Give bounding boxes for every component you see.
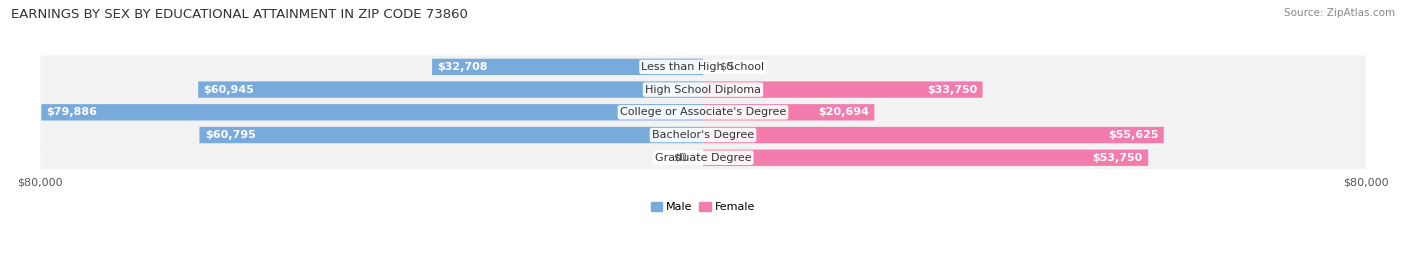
- FancyBboxPatch shape: [41, 78, 1365, 101]
- Text: Source: ZipAtlas.com: Source: ZipAtlas.com: [1284, 8, 1395, 18]
- FancyBboxPatch shape: [41, 146, 1365, 169]
- Text: Bachelor's Degree: Bachelor's Degree: [652, 130, 754, 140]
- Text: Graduate Degree: Graduate Degree: [655, 153, 751, 163]
- Text: $0: $0: [718, 62, 733, 72]
- Text: EARNINGS BY SEX BY EDUCATIONAL ATTAINMENT IN ZIP CODE 73860: EARNINGS BY SEX BY EDUCATIONAL ATTAINMEN…: [11, 8, 468, 21]
- Text: $33,750: $33,750: [927, 85, 977, 95]
- Text: $53,750: $53,750: [1092, 153, 1143, 163]
- FancyBboxPatch shape: [41, 124, 1365, 146]
- Text: $79,886: $79,886: [46, 107, 97, 117]
- Text: $32,708: $32,708: [437, 62, 488, 72]
- FancyBboxPatch shape: [41, 104, 703, 121]
- Text: $55,625: $55,625: [1108, 130, 1159, 140]
- FancyBboxPatch shape: [198, 81, 703, 98]
- Text: $20,694: $20,694: [818, 107, 869, 117]
- FancyBboxPatch shape: [703, 81, 983, 98]
- Text: High School Diploma: High School Diploma: [645, 85, 761, 95]
- Text: $0: $0: [673, 153, 688, 163]
- FancyBboxPatch shape: [703, 150, 1149, 166]
- FancyBboxPatch shape: [703, 127, 1164, 143]
- FancyBboxPatch shape: [432, 59, 703, 75]
- Legend: Male, Female: Male, Female: [647, 197, 759, 217]
- FancyBboxPatch shape: [41, 55, 1365, 78]
- FancyBboxPatch shape: [200, 127, 703, 143]
- Text: $60,945: $60,945: [204, 85, 254, 95]
- FancyBboxPatch shape: [41, 101, 1365, 124]
- Text: College or Associate's Degree: College or Associate's Degree: [620, 107, 786, 117]
- Text: $60,795: $60,795: [205, 130, 256, 140]
- Text: Less than High School: Less than High School: [641, 62, 765, 72]
- FancyBboxPatch shape: [703, 104, 875, 121]
